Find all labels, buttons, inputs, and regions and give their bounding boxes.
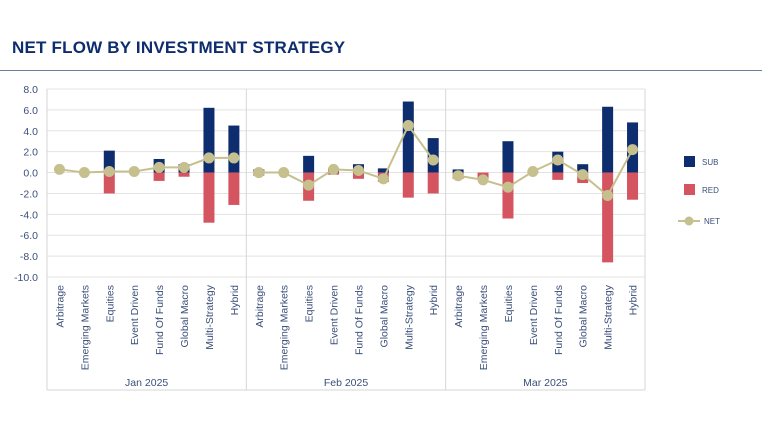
net-point [203,152,215,164]
legend-label-sub: SUB [702,158,718,167]
net-point [352,164,364,176]
sub-bar [602,106,614,173]
category-label: Event Driven [129,285,141,345]
net-point [328,163,340,175]
legend-label-red: RED [702,186,719,195]
red-bar [402,172,414,198]
category-label: Fund Of Funds [353,285,365,355]
net-point [228,152,240,164]
category-label: Hybrid [229,285,241,316]
category-label: Arbitrage [254,285,266,328]
red-bar [502,172,514,219]
net-point [253,167,265,179]
title-divider [0,70,762,71]
sub-bar [402,101,414,173]
category-label: Event Driven [329,285,341,345]
red-bar [427,172,439,194]
category-label: Emerging Markets [79,285,91,370]
category-label: Arbitrage [54,285,66,328]
category-label: Global Macro [578,285,590,348]
red-bar [602,172,614,263]
group-label: Feb 2025 [324,377,369,389]
net-point [477,174,489,186]
group-label: Jan 2025 [125,377,168,389]
red-bar [203,172,215,223]
red-bar [153,172,165,181]
net-point [427,154,439,166]
red-bar [228,172,240,205]
group-label: Mar 2025 [523,377,568,389]
category-label: Hybrid [428,285,440,316]
legend-marker-net [684,216,694,226]
y-tick-label: -10.0 [14,272,38,284]
sub-bar [228,125,240,173]
category-label: Global Macro [179,285,191,348]
net-point [78,167,90,179]
sub-bar [303,155,315,173]
sub-bar [103,150,115,173]
y-tick-label: 4.0 [23,126,38,138]
category-label: Fund Of Funds [154,285,166,355]
category-label: Multi-Strategy [204,284,216,350]
net-point [278,167,290,179]
red-bar [178,172,190,177]
chart-title: NET FLOW BY INVESTMENT STRATEGY [12,38,346,57]
category-label: Hybrid [628,285,640,316]
net-point [377,173,389,185]
red-bar [552,172,564,180]
legend-label-net: NET [704,217,720,226]
net-point [552,154,564,166]
category-label: Global Macro [378,285,390,348]
y-tick-label: -6.0 [20,230,38,242]
category-label: Equities [104,285,116,322]
net-point [502,181,514,193]
y-tick-label: 2.0 [23,147,38,159]
category-label: Fund Of Funds [553,285,565,355]
net-point [128,166,140,178]
net-point [602,190,614,202]
net-point [627,144,639,156]
net-point [402,120,414,132]
category-label: Emerging Markets [478,285,490,370]
y-tick-label: -8.0 [20,251,38,263]
sub-bar [377,168,389,173]
red-bar [103,172,115,194]
net-point [577,169,589,181]
y-tick-label: 8.0 [23,84,38,96]
sub-bar [577,164,589,173]
category-label: Arbitrage [453,285,465,328]
category-label: Event Driven [528,285,540,345]
net-point [527,166,539,178]
y-tick-label: 0.0 [23,168,38,180]
net-point [303,179,315,191]
net-point [452,170,464,182]
net-point [103,166,115,178]
category-label: Equities [304,285,316,322]
category-label: Multi-Strategy [403,284,415,350]
category-label: Equities [503,285,515,322]
net-point [53,163,65,175]
category-label: Emerging Markets [279,285,291,370]
category-label: Multi-Strategy [603,284,615,350]
net-point [153,161,165,173]
sub-bar [203,107,215,173]
sub-bar [502,141,514,173]
legend-swatch-sub [684,156,695,167]
net-point [178,161,190,173]
red-bar [627,172,639,200]
y-tick-label: -2.0 [20,188,38,200]
y-tick-label: 6.0 [23,105,38,117]
y-tick-label: -4.0 [20,209,38,221]
legend-swatch-red [684,184,695,195]
